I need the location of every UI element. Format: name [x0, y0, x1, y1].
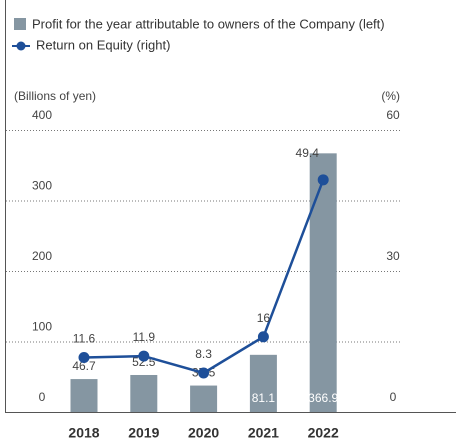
x-tick-label: 2018: [68, 425, 99, 441]
bar-value-label: 46.7: [72, 359, 96, 373]
bar-value-label: 366.9: [308, 391, 338, 405]
line-point: [317, 174, 329, 186]
x-tick-label: 2020: [188, 425, 219, 441]
y2-axis-label: (%): [381, 89, 400, 103]
y-tick-label: 200: [32, 249, 52, 263]
legend-swatch-dot: [16, 41, 26, 51]
line-value-label: 8.3: [195, 347, 212, 361]
bar: [130, 374, 158, 412]
y2-tick-label: 30: [386, 249, 400, 263]
line-point: [198, 367, 210, 379]
y-tick-label: 300: [32, 179, 52, 193]
bar: [309, 153, 337, 412]
bar: [249, 354, 277, 412]
bar: [190, 385, 218, 412]
line-value-label: 49.4: [296, 146, 320, 160]
line-value-label: 16: [257, 311, 271, 325]
legend-swatch-bar: [14, 18, 26, 30]
y-axis-label: (Billions of yen): [14, 89, 96, 103]
bar: [70, 379, 98, 412]
line-point: [78, 351, 90, 363]
line: [83, 179, 325, 375]
line-value-label: 11.9: [133, 330, 156, 344]
line-point: [257, 331, 269, 343]
y-tick-label: 100: [32, 320, 52, 334]
line-value-label: 11.6: [73, 332, 96, 346]
line-point: [138, 350, 150, 362]
x-tick-label: 2021: [248, 425, 279, 441]
y-tick-label: 400: [32, 108, 52, 122]
legend-label: Return on Equity (right): [36, 37, 170, 52]
y2-tick-label: 0: [390, 390, 397, 404]
bar-value-label: 81.1: [252, 391, 276, 405]
y2-tick-label: 60: [386, 108, 400, 122]
y-tick-label: 0: [39, 390, 46, 404]
legend-label: Profit for the year attributable to owne…: [32, 16, 385, 31]
x-tick-label: 2019: [128, 425, 159, 441]
x-tick-label: 2022: [308, 425, 339, 441]
